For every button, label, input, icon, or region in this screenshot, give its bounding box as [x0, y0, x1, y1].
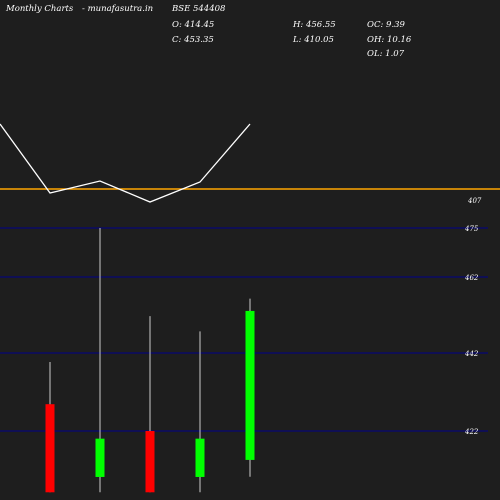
reference-line-label: 407 — [467, 197, 482, 205]
overlay-series-line — [0, 123, 251, 203]
open-value: O: 414.45 — [172, 20, 215, 30]
candle-body — [195, 438, 205, 477]
high-value: H: 456.55 — [293, 20, 336, 30]
candle-body — [95, 438, 105, 477]
low-value: L: 410.05 — [293, 35, 334, 45]
site-name: - munafasutra.in — [82, 4, 154, 14]
y-tick-label: 475 — [464, 225, 479, 233]
oh-value: OH: 10.16 — [367, 35, 412, 45]
symbol-label: BSE 544408 — [172, 4, 226, 14]
y-tick-label: 422 — [464, 428, 479, 436]
chart-title: Monthly Charts — [6, 4, 74, 14]
candle-body — [145, 431, 155, 493]
candle-body — [245, 310, 255, 460]
oc-value: OC: 9.39 — [367, 20, 405, 30]
y-tick-label: 442 — [464, 350, 479, 358]
y-tick-label: 462 — [464, 274, 479, 282]
candle-body — [45, 404, 55, 493]
ol-value: OL: 1.07 — [367, 49, 405, 59]
close-value: C: 453.35 — [172, 35, 214, 45]
